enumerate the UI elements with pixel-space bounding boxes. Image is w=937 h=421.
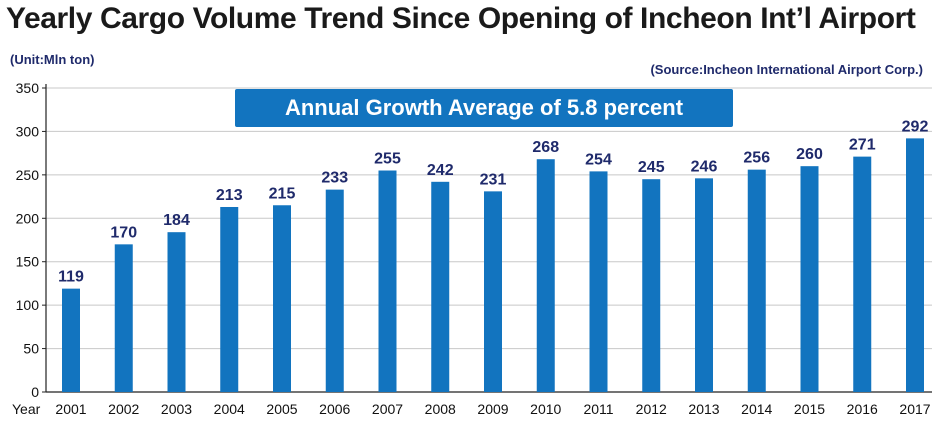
bar-layer xyxy=(62,138,924,392)
data-label: 184 xyxy=(163,212,190,229)
y-tick-label: 100 xyxy=(16,297,40,313)
data-label: 119 xyxy=(58,269,84,286)
bar xyxy=(695,178,713,392)
bar xyxy=(62,288,80,392)
data-label: 292 xyxy=(902,118,929,135)
x-tick-label: 2009 xyxy=(477,401,508,417)
data-label: 255 xyxy=(374,151,401,168)
bar xyxy=(431,181,450,392)
x-tick-label: 2004 xyxy=(214,401,245,417)
y-tick-label: 200 xyxy=(16,210,40,226)
x-tick-label: 2016 xyxy=(847,401,878,417)
data-label: 260 xyxy=(796,146,823,163)
bar xyxy=(114,244,133,392)
data-label: 242 xyxy=(427,162,454,179)
bar xyxy=(589,171,608,392)
x-tick-label: 2010 xyxy=(530,401,561,417)
bar xyxy=(853,156,872,392)
x-tick-label: 2012 xyxy=(636,401,667,417)
data-label: 170 xyxy=(110,224,137,241)
x-tick-label: 2005 xyxy=(266,401,297,417)
data-label: 233 xyxy=(321,170,348,187)
x-axis-title: Year xyxy=(12,401,41,417)
axis-layer: 0 50 100 150 200 250 300 350 Year 2001 2002 2003 200… xyxy=(12,80,932,417)
x-tick-label: 2006 xyxy=(319,401,350,417)
y-tick-label: 250 xyxy=(16,167,40,183)
x-tick-label: 2017 xyxy=(899,401,930,417)
y-tick-label: 350 xyxy=(16,80,40,96)
x-tick-label: 2001 xyxy=(55,401,86,417)
data-label: 245 xyxy=(638,159,665,176)
bar xyxy=(325,189,344,392)
data-label: 271 xyxy=(849,137,876,154)
data-label: 246 xyxy=(691,158,718,175)
bar xyxy=(642,179,661,392)
x-tick-label: 2014 xyxy=(741,401,772,417)
chart-title: Yearly Cargo Volume Trend Since Opening … xyxy=(6,2,916,35)
x-tick-label: 2002 xyxy=(108,401,139,417)
unit-label: (Unit:Mln ton) xyxy=(10,52,95,67)
x-tick-label: 2013 xyxy=(688,401,719,417)
x-tick-label: 2011 xyxy=(583,401,613,417)
bar xyxy=(536,159,555,392)
data-label: 256 xyxy=(743,150,770,167)
y-tick-label: 0 xyxy=(31,384,39,400)
bar xyxy=(167,232,186,392)
bar xyxy=(800,166,819,392)
data-label: 231 xyxy=(480,171,507,188)
bar xyxy=(906,138,924,392)
label-layer: 119 170 184 213 215 233 255 242 231 268 254 245 246 2… xyxy=(58,118,928,285)
data-label: 268 xyxy=(532,139,559,156)
x-tick-label: 2008 xyxy=(425,401,456,417)
y-tick-label: 50 xyxy=(23,341,39,357)
data-label: 213 xyxy=(216,187,243,204)
bar xyxy=(378,170,397,392)
x-tick-label: 2015 xyxy=(794,401,825,417)
y-tick-label: 300 xyxy=(16,123,40,139)
growth-banner: Annual Growth Average of 5.8 percent xyxy=(235,89,733,127)
x-tick-label: 2007 xyxy=(372,401,403,417)
bar xyxy=(273,205,291,392)
data-label: 254 xyxy=(585,151,612,168)
bar xyxy=(484,191,502,392)
bar xyxy=(747,169,766,392)
x-tick-label: 2003 xyxy=(161,401,192,417)
source-label: (Source:Incheon International Airport Co… xyxy=(650,62,923,77)
y-tick-label: 150 xyxy=(16,254,40,270)
data-label: 215 xyxy=(269,185,296,202)
bar xyxy=(220,206,239,392)
